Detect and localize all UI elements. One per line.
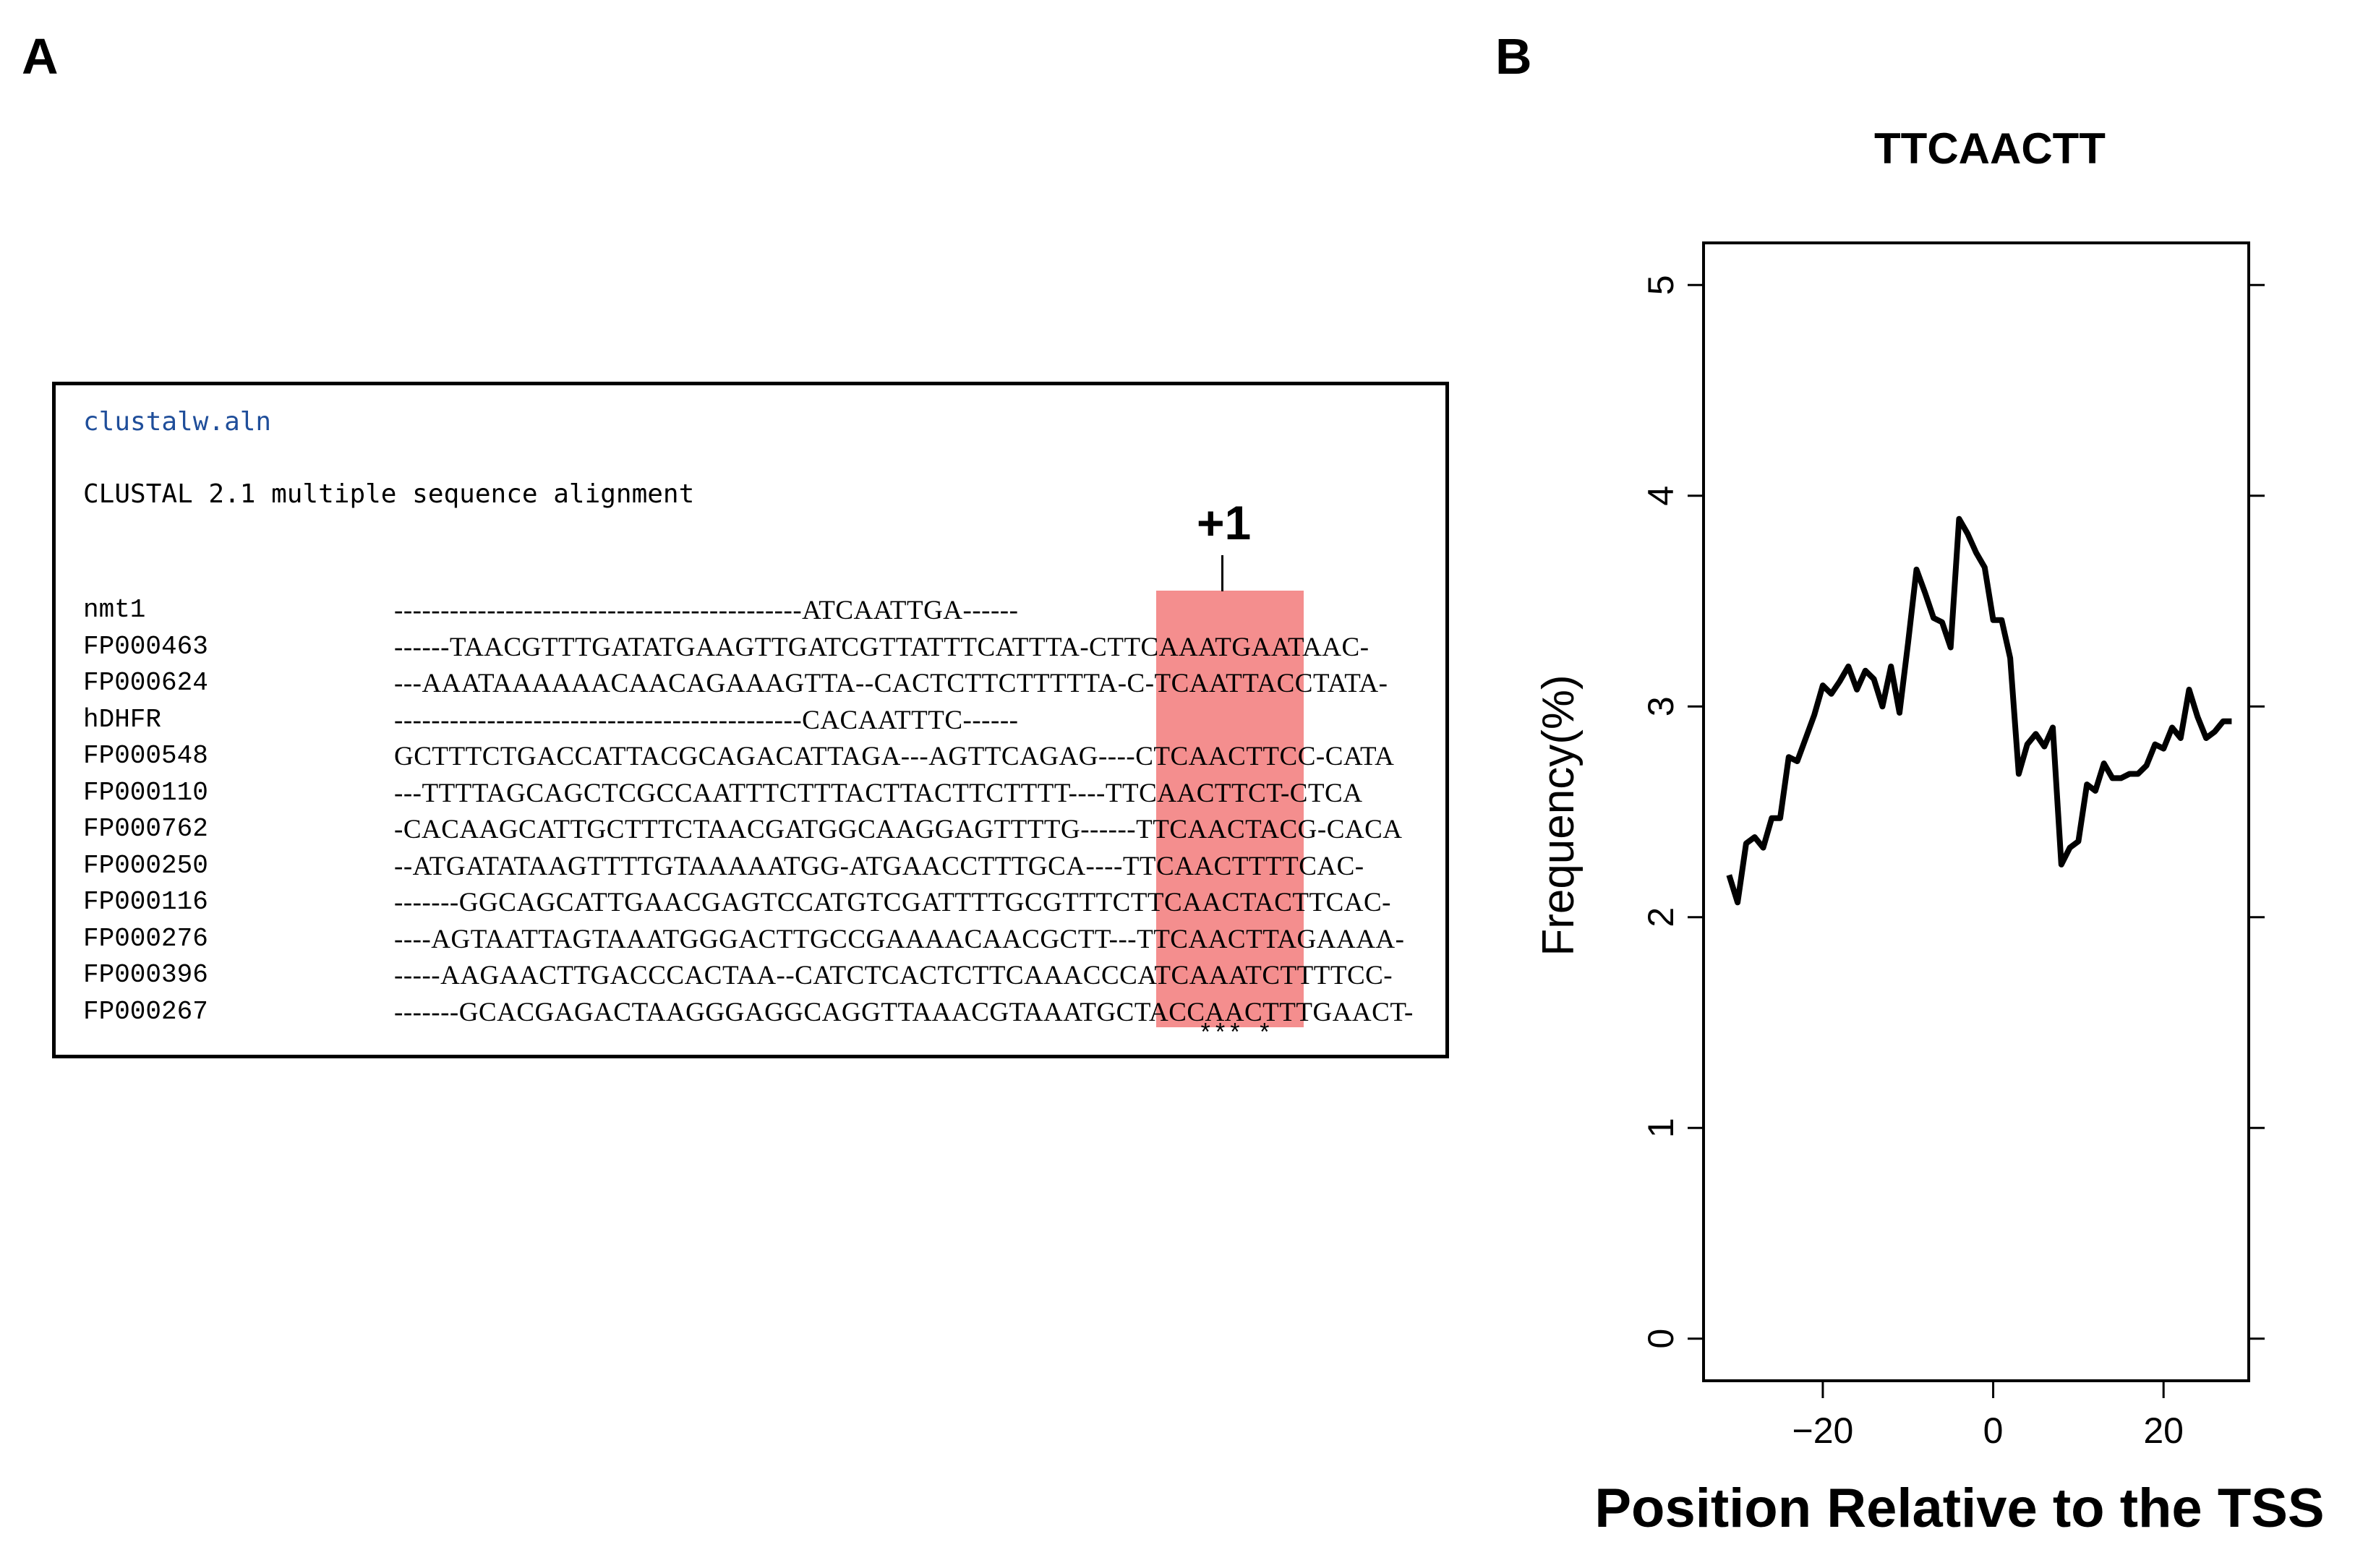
x-axis: −20 0 20 [1792, 1381, 2184, 1451]
sequence-name: FP000463 [83, 631, 208, 661]
sequence-name: FP000762 [83, 814, 208, 844]
alignment-box: clustalw.aln CLUSTAL 2.1 multiple sequen… [52, 382, 1449, 1058]
sequence-text: -CACAAGCATTGCTTTCTAACGATGGCAAGGAGTTTTG--… [394, 815, 1403, 844]
sequence-name: nmt1 [83, 595, 146, 625]
sequence-text: ---AAATAAAAAACAACAGAAAGTTA--CACTCTTCTTTT… [394, 669, 1388, 698]
sequence-name: FP000116 [83, 887, 208, 917]
x-axis-title: Position Relative to the TSS [1594, 1478, 2324, 1539]
panel-a-label: A [22, 28, 59, 85]
sequence-name: FP000548 [83, 741, 208, 771]
sequence-text: ----------------------------------------… [394, 596, 1019, 625]
alignment-file-name[interactable]: clustalw.aln [83, 407, 272, 437]
sequence-text: ------TAACGTTTGATATGAAGTTGATCGTTATTTCATT… [394, 632, 1369, 662]
tss-marker-line [1221, 555, 1223, 591]
y-tick-label: 4 [1641, 486, 1681, 506]
sequence-text: -----AAGAACTTGACCCACTAA--CATCTCACTCTTCAA… [394, 961, 1393, 990]
sequence-text: ----------------------------------------… [394, 705, 1019, 735]
chart-title: TTCAACTT [1874, 124, 2106, 173]
sequence-text: ----AGTAATTAGTAAATGGGACTTGCCGAAAACAACGCT… [394, 924, 1405, 954]
sequence-name: hDHFR [83, 704, 162, 734]
sequence-text: ---TTTTAGCAGCTCGCCAATTTCTTTACTTACTTCTTTT… [394, 778, 1363, 808]
tss-highlight [1156, 591, 1304, 1027]
series-line [1726, 515, 2232, 906]
sequence-name: FP000276 [83, 923, 208, 954]
sequence-text: -------GCACGAGACTAAGGGAGGCAGGTTAAACGTAAA… [394, 997, 1414, 1027]
sequence-name: FP000267 [83, 996, 208, 1027]
sequence-text: --ATGATATAAGTTTTGTAAAAATGG-ATGAACCTTTGCA… [394, 851, 1364, 881]
tss-marker-label: +1 [1197, 496, 1252, 549]
x-tick-label: −20 [1792, 1410, 1854, 1451]
y-axis: 0 1 2 3 4 5 [1641, 275, 2265, 1349]
panel-b-label: B [1495, 28, 1532, 85]
alignment-header: CLUSTAL 2.1 multiple sequence alignment [83, 479, 695, 509]
x-tick-label: 0 [1983, 1410, 2004, 1451]
y-tick-label: 3 [1641, 696, 1681, 716]
sequence-name: FP000396 [83, 960, 208, 990]
sequence-name: FP000250 [83, 850, 208, 881]
sequence-text: GCTTTCTGACCATTACGCAGACATTAGA---AGTTCAGAG… [394, 742, 1395, 771]
y-tick-label: 0 [1641, 1329, 1681, 1349]
y-tick-label: 5 [1641, 275, 1681, 295]
sequence-text: -------GGCAGCATTGAACGAGTCCATGTCGATTTTGCG… [394, 888, 1391, 917]
consensus-line: *** * [1198, 1021, 1273, 1049]
sequence-name: FP000110 [83, 777, 208, 807]
sequence-name: FP000624 [83, 668, 208, 698]
y-tick-label: 1 [1641, 1118, 1681, 1138]
y-axis-title: Frequency(%) [1534, 674, 1584, 956]
y-tick-label: 2 [1641, 907, 1681, 927]
plot-frame [1702, 241, 2250, 1382]
series-group [1726, 515, 2232, 906]
x-tick-label: 20 [2143, 1410, 2184, 1451]
